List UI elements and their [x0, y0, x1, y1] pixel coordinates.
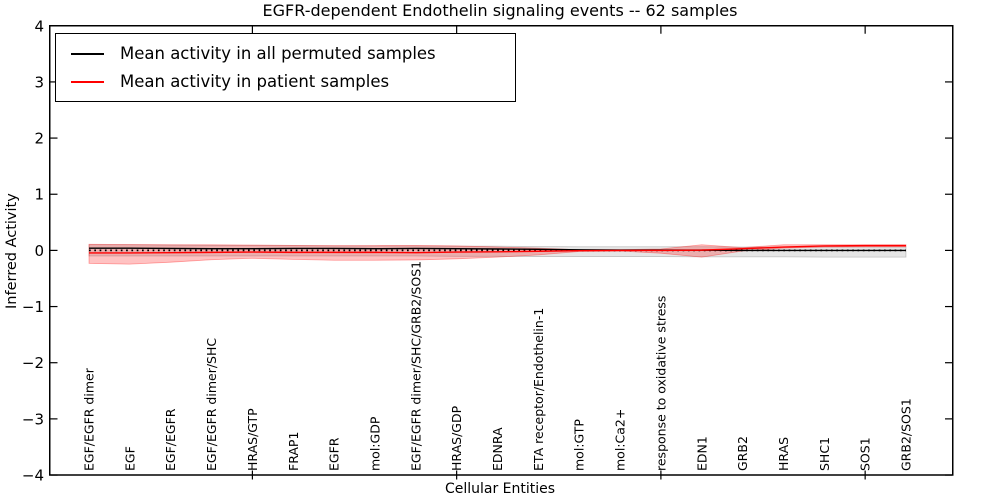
legend: Mean activity in all permuted samples Me…	[55, 33, 516, 102]
legend-label-patient: Mean activity in patient samples	[120, 72, 390, 91]
x-category-label: mol:Ca2+	[613, 409, 628, 471]
x-category-label: EGF/EGFR dimer/SHC/GRB2/SOS1	[408, 261, 423, 471]
x-category-label: HRAS/GDP	[449, 405, 464, 471]
x-category-label: EGF/EGFR	[163, 408, 178, 471]
legend-line-sample-patient	[71, 80, 104, 83]
y-tick-label: −4	[22, 467, 44, 485]
x-category-label: mol:GDP	[367, 416, 382, 471]
legend-item-permuted: Mean activity in all permuted samples	[71, 42, 515, 65]
x-category-label: EDNRA	[490, 427, 505, 471]
patient-samples-std-band	[88, 243, 907, 265]
y-tick-label: 2	[34, 130, 44, 148]
x-category-label: FRAP1	[286, 432, 301, 471]
y-axis-label: Inferred Activity	[4, 193, 20, 309]
legend-label-permuted: Mean activity in all permuted samples	[120, 44, 436, 63]
legend-item-patient: Mean activity in patient samples	[71, 70, 515, 93]
x-category-label: EGFR	[327, 437, 342, 471]
x-category-label: SHC1	[817, 437, 832, 471]
y-tick-label: 1	[34, 186, 44, 204]
Mean activity in patient samples	[89, 244, 906, 254]
x-category-label: EDN1	[694, 436, 709, 471]
chart-title: EGFR-dependent Endothelin signaling even…	[262, 1, 738, 20]
x-category-label: ETA receptor/Endothelin-1	[531, 308, 546, 471]
y-tick-label: 4	[34, 17, 44, 35]
x-category-label: EGF/EGFR dimer	[82, 367, 97, 471]
x-category-label: SOS1	[858, 437, 873, 471]
y-tick-label: 3	[34, 73, 44, 91]
x-category-label: response to oxidative stress	[653, 296, 668, 471]
y-tick-label: −2	[22, 354, 44, 372]
Mean activity in all permuted samples	[89, 247, 906, 252]
y-tick-label: 0	[34, 242, 44, 260]
x-category-label: mol:GTP	[572, 419, 587, 471]
plot-frame	[49, 25, 954, 476]
x-category-label: GRB2/SOS1	[899, 398, 914, 471]
legend-line-sample-permuted	[71, 52, 104, 55]
y-tick-label: −3	[22, 410, 44, 428]
x-category-label: HRAS/GTP	[245, 408, 260, 471]
y-tick-label: −1	[22, 298, 44, 316]
x-category-label: HRAS	[776, 437, 791, 471]
x-category-label: GRB2	[735, 436, 750, 471]
x-category-label: EGF/EGFR dimer/SHC	[204, 338, 219, 471]
x-category-label: EGF	[122, 446, 137, 471]
x-axis-label: Cellular Entities	[444, 481, 556, 497]
